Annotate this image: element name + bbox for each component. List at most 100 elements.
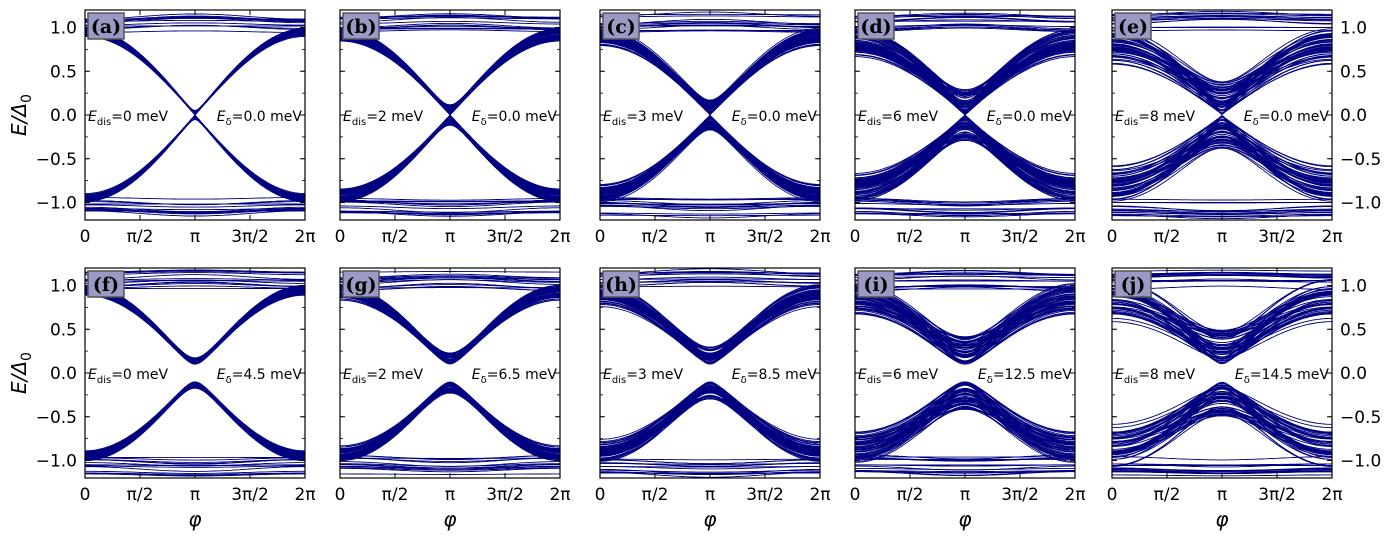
x-tick-label: 3π/2 bbox=[746, 485, 784, 505]
band-line bbox=[340, 463, 560, 469]
x-tick-label: π bbox=[960, 485, 970, 505]
band-line bbox=[340, 388, 560, 447]
band-line bbox=[1112, 303, 1332, 349]
band-line bbox=[1112, 208, 1332, 213]
band-line bbox=[85, 116, 305, 197]
band-line bbox=[600, 297, 820, 348]
band-lines bbox=[600, 11, 820, 219]
disorder-annotation: Edis=6 meV bbox=[858, 367, 939, 386]
band-line bbox=[1112, 43, 1332, 104]
band-line bbox=[855, 401, 1075, 439]
band-line bbox=[340, 39, 560, 116]
x-tick-label: 0 bbox=[1107, 485, 1118, 505]
band-line bbox=[340, 38, 560, 115]
x-tick-label: π bbox=[445, 485, 455, 505]
x-tick-label: π/2 bbox=[1154, 227, 1181, 247]
band-line bbox=[85, 383, 305, 455]
y-axis-label: E/Δ0 bbox=[7, 352, 35, 394]
band-line bbox=[340, 200, 560, 206]
band-line bbox=[85, 290, 305, 360]
band-line bbox=[1112, 313, 1332, 349]
delta-annotation: Eδ=4.5 meV bbox=[217, 367, 303, 386]
band-line bbox=[85, 201, 305, 205]
x-tick-label: π/2 bbox=[382, 485, 409, 505]
panel-tag-box bbox=[602, 270, 640, 298]
band-line bbox=[1112, 205, 1332, 212]
x-tick-label: 0 bbox=[80, 485, 91, 505]
band-line bbox=[85, 386, 305, 456]
panel-tag-box bbox=[87, 12, 125, 40]
band-line bbox=[1112, 62, 1332, 112]
y-tick-label: 0.0 bbox=[1340, 364, 1367, 384]
x-axis-label: φ bbox=[703, 507, 716, 531]
band-line bbox=[1112, 302, 1332, 364]
band-line bbox=[855, 305, 1075, 343]
panel-c: 0 π/2 π 3π/2 2π (c) Edis=3 meV Eδ=0.0 meV bbox=[595, 9, 831, 247]
band-line bbox=[1112, 126, 1332, 187]
x-tick-label: 2π bbox=[294, 227, 315, 247]
band-line bbox=[1112, 301, 1332, 347]
band-line bbox=[855, 290, 1075, 350]
band-line bbox=[1112, 408, 1332, 467]
band-line bbox=[1112, 321, 1332, 359]
band-line bbox=[85, 114, 305, 197]
panel-j: 0 π/2 π 3π/2 2π 1.0 0.5 0.0 −0.5 −1.0 (j) Edis=8 me… bbox=[1107, 267, 1381, 531]
band-line bbox=[855, 408, 1075, 445]
panel-g: 0 π/2 π 3π/2 2π (g) Edis=2 meV Eδ=6.5 meV φ bbox=[335, 267, 571, 531]
band-line bbox=[85, 209, 305, 213]
band-line bbox=[1112, 413, 1332, 467]
band-line bbox=[1112, 411, 1332, 440]
band-line bbox=[85, 33, 305, 114]
band-line bbox=[855, 198, 1075, 204]
band-line bbox=[85, 35, 305, 114]
band-line bbox=[600, 458, 820, 461]
band-line bbox=[85, 208, 305, 211]
band-line bbox=[1112, 407, 1332, 454]
band-lines bbox=[85, 269, 305, 477]
band-line bbox=[855, 49, 1075, 112]
band-line bbox=[1112, 33, 1332, 83]
band-line bbox=[340, 39, 560, 111]
disorder-annotation: Edis=0 meV bbox=[88, 367, 169, 386]
band-line bbox=[340, 122, 560, 193]
band-line bbox=[85, 116, 305, 197]
band-line bbox=[85, 34, 305, 112]
band-line bbox=[340, 201, 560, 208]
band-line bbox=[340, 298, 560, 356]
band-line bbox=[340, 466, 560, 470]
band-line bbox=[855, 56, 1075, 108]
x-axis-label: φ bbox=[1215, 507, 1228, 531]
band-line bbox=[1112, 307, 1332, 352]
band-line bbox=[855, 122, 1075, 174]
band-line bbox=[855, 307, 1075, 345]
band-line bbox=[855, 301, 1075, 338]
x-tick-label: π/2 bbox=[127, 227, 154, 247]
band-line bbox=[85, 384, 305, 452]
band-line bbox=[1112, 140, 1332, 185]
y-tick-label: 0.0 bbox=[1340, 106, 1367, 126]
band-line bbox=[855, 406, 1075, 460]
band-line bbox=[1112, 393, 1332, 429]
band-line bbox=[340, 207, 560, 213]
disorder-annotation: Edis=2 meV bbox=[343, 367, 424, 386]
y-tick-label: −1.0 bbox=[1340, 452, 1381, 472]
band-line bbox=[85, 293, 305, 364]
band-line bbox=[1112, 469, 1332, 472]
band-line bbox=[1112, 125, 1332, 171]
x-tick-label: 0 bbox=[595, 485, 606, 505]
x-tick-label: π bbox=[705, 227, 715, 247]
band-line bbox=[85, 117, 305, 197]
x-tick-label: 0 bbox=[335, 227, 346, 247]
x-tick-label: 2π bbox=[549, 485, 570, 505]
panel-d: 0 π/2 π 3π/2 2π (d) Edis=6 meV Eδ=0.0 meV bbox=[850, 9, 1086, 247]
band-line bbox=[85, 382, 305, 452]
band-line bbox=[855, 40, 1075, 92]
band-line bbox=[855, 383, 1075, 435]
x-tick-label: 2π bbox=[809, 485, 830, 505]
band-line bbox=[855, 457, 1075, 461]
band-line bbox=[600, 382, 820, 443]
band-line bbox=[85, 457, 305, 461]
band-line bbox=[1112, 122, 1332, 167]
band-line bbox=[85, 466, 305, 472]
band-line bbox=[1112, 387, 1332, 425]
